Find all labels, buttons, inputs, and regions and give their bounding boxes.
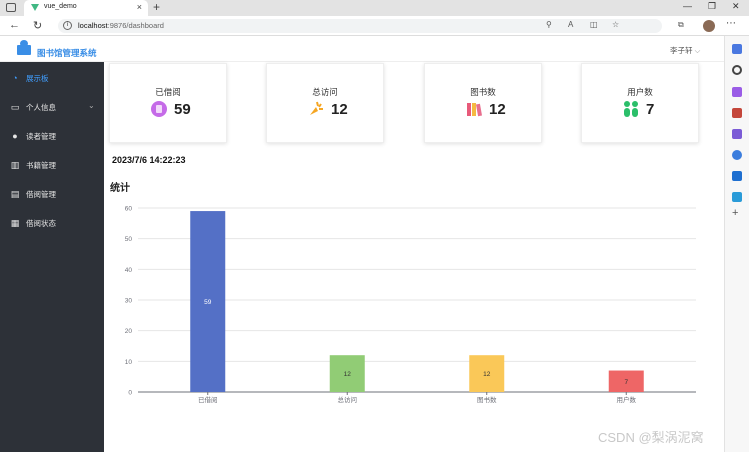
y-tick-label: 30 xyxy=(125,298,133,305)
reader-icon[interactable]: ◫ xyxy=(590,20,598,29)
user-menu[interactable]: 李子轩 ⌵ xyxy=(670,45,700,56)
y-tick-label: 40 xyxy=(125,267,133,274)
browser-tab-bar: vue_demo × + — ❐ ✕ xyxy=(0,0,749,16)
x-tick-label: 总访问 xyxy=(338,395,358,404)
games-icon[interactable] xyxy=(732,129,742,139)
outlook-icon[interactable] xyxy=(732,171,742,181)
card-label: 图书数 xyxy=(470,87,496,97)
chevron-down-icon: ⌄ xyxy=(88,101,95,110)
back-icon[interactable]: ← xyxy=(9,19,20,31)
maximize-icon[interactable]: ❐ xyxy=(708,1,717,11)
edge-sidebar: + xyxy=(724,36,749,452)
card-value: 59 xyxy=(174,101,191,118)
sidebar-item-dashboard[interactable]: ◔ 展示板 xyxy=(0,63,104,92)
sidebar-item-profile[interactable]: ▭ 个人信息 ⌄ xyxy=(0,92,104,121)
app-title: 图书馆管理系统 xyxy=(37,48,97,58)
search-icon[interactable] xyxy=(732,65,742,75)
card-label: 用户数 xyxy=(627,87,653,97)
key-icon[interactable]: ⚲ xyxy=(546,20,552,29)
bar xyxy=(469,355,505,392)
card-value: 12 xyxy=(489,101,506,118)
bing-icon[interactable] xyxy=(732,44,742,54)
vue-favicon-icon xyxy=(31,4,39,11)
more-menu-icon[interactable]: ⋯ xyxy=(726,18,736,29)
sidebar-item-label: 借阅状态 xyxy=(26,219,56,228)
x-tick-label: 已借阅 xyxy=(198,395,218,404)
sidebar-item-label: 读者管理 xyxy=(26,132,56,141)
idcard-icon: ▭ xyxy=(10,102,20,112)
borrow-icon xyxy=(151,101,167,117)
user-icon: ● xyxy=(12,131,18,141)
y-tick-label: 0 xyxy=(128,390,132,397)
chevron-down-icon: ⌵ xyxy=(694,46,701,55)
card-label: 总访问 xyxy=(312,87,338,97)
library-logo-icon xyxy=(17,40,31,55)
bar-data-label: 59 xyxy=(204,299,212,306)
favorite-star-icon[interactable]: ☆ xyxy=(612,20,620,29)
bar-data-label: 12 xyxy=(483,371,491,378)
document-icon: ▤ xyxy=(10,189,20,199)
bar-data-label: 12 xyxy=(344,371,352,378)
y-tick-label: 60 xyxy=(125,206,133,213)
sidebar-item-borrow[interactable]: ▤ 借阅管理 xyxy=(0,179,104,208)
refresh-icon[interactable]: ↻ xyxy=(33,20,43,32)
url-field[interactable]: i localhost:9876/dashboard ⚲ A ◫ ☆ xyxy=(58,19,662,33)
y-tick-label: 50 xyxy=(125,236,133,243)
sidebar-item-label: 借阅管理 xyxy=(26,190,56,199)
sidebar-item-label: 书籍管理 xyxy=(26,161,56,170)
collections-icon[interactable]: ⧉ xyxy=(678,20,684,29)
books-color-icon xyxy=(467,103,483,117)
section-title: 统计 xyxy=(110,183,130,194)
url-text: localhost:9876/dashboard xyxy=(78,21,164,30)
tab-title: vue_demo xyxy=(44,3,77,10)
users-icon xyxy=(624,101,638,117)
browser-tab[interactable]: vue_demo × xyxy=(24,0,148,16)
card-label: 已借阅 xyxy=(155,87,181,97)
close-window-icon[interactable]: ✕ xyxy=(732,1,740,11)
minimize-icon[interactable]: — xyxy=(683,1,692,11)
y-tick-label: 20 xyxy=(125,328,133,335)
stat-card-borrowed: 已借阅 59 xyxy=(109,63,227,143)
visit-icon xyxy=(310,101,323,115)
site-info-icon[interactable]: i xyxy=(63,21,72,30)
address-bar: ← ↻ i localhost:9876/dashboard ⚲ A ◫ ☆ ⧉… xyxy=(0,16,749,36)
sidebar-item-label: 个人信息 xyxy=(26,103,56,112)
card-value: 12 xyxy=(331,101,348,118)
app-header: 图书馆管理系统 李子轩 ⌵ xyxy=(0,37,724,62)
stat-card-visits: 总访问 12 xyxy=(266,63,384,143)
sidebar-item-borrow-status[interactable]: ▦ 借阅状态 xyxy=(0,208,104,237)
profile-avatar[interactable] xyxy=(703,20,715,32)
bar xyxy=(190,211,226,392)
card-value: 7 xyxy=(646,101,655,118)
sidebar-item-books[interactable]: ▥ 书籍管理 xyxy=(0,150,104,179)
tab-actions-icon[interactable] xyxy=(6,3,16,12)
y-tick-label: 10 xyxy=(125,359,133,366)
grid-icon: ▦ xyxy=(10,218,20,228)
user-name: 李子轩 xyxy=(670,46,693,55)
bar xyxy=(329,355,365,392)
stat-card-users: 用户数 7 xyxy=(581,63,699,143)
sidebar-menu: ◔ 展示板 ▭ 个人信息 ⌄ ● 读者管理 ▥ 书籍管理 ▤ 借阅管理 ▦ 借阅… xyxy=(0,62,104,452)
dashboard-icon: ◔ xyxy=(12,73,18,83)
tools-icon[interactable] xyxy=(732,108,742,118)
shopping-icon[interactable] xyxy=(732,87,742,97)
statistics-bar-chart: 0 10 20 30 40 50 60 59 已借阅 12 总访问 12 图书数 7 用户数 xyxy=(125,206,696,404)
add-sidebar-icon[interactable]: + xyxy=(732,207,739,219)
watermark: CSDN @梨涡泥窝 xyxy=(598,430,704,445)
new-tab-icon[interactable]: + xyxy=(153,0,161,14)
sidebar-item-label: 展示板 xyxy=(26,74,49,83)
x-tick-label: 图书数 xyxy=(477,395,497,404)
bar-data-label: 7 xyxy=(624,379,628,386)
bar xyxy=(608,370,644,392)
office-icon[interactable] xyxy=(732,150,742,160)
current-datetime: 2023/7/6 14:22:23 xyxy=(112,155,186,165)
drop-icon[interactable] xyxy=(732,192,742,202)
read-aloud-icon[interactable]: A xyxy=(568,20,574,29)
sidebar-item-readers[interactable]: ● 读者管理 xyxy=(0,121,104,150)
x-tick-label: 用户数 xyxy=(617,395,637,404)
tab-close-icon[interactable]: × xyxy=(136,2,142,12)
books-icon: ▥ xyxy=(10,160,20,170)
stat-card-books: 图书数 12 xyxy=(424,63,542,143)
